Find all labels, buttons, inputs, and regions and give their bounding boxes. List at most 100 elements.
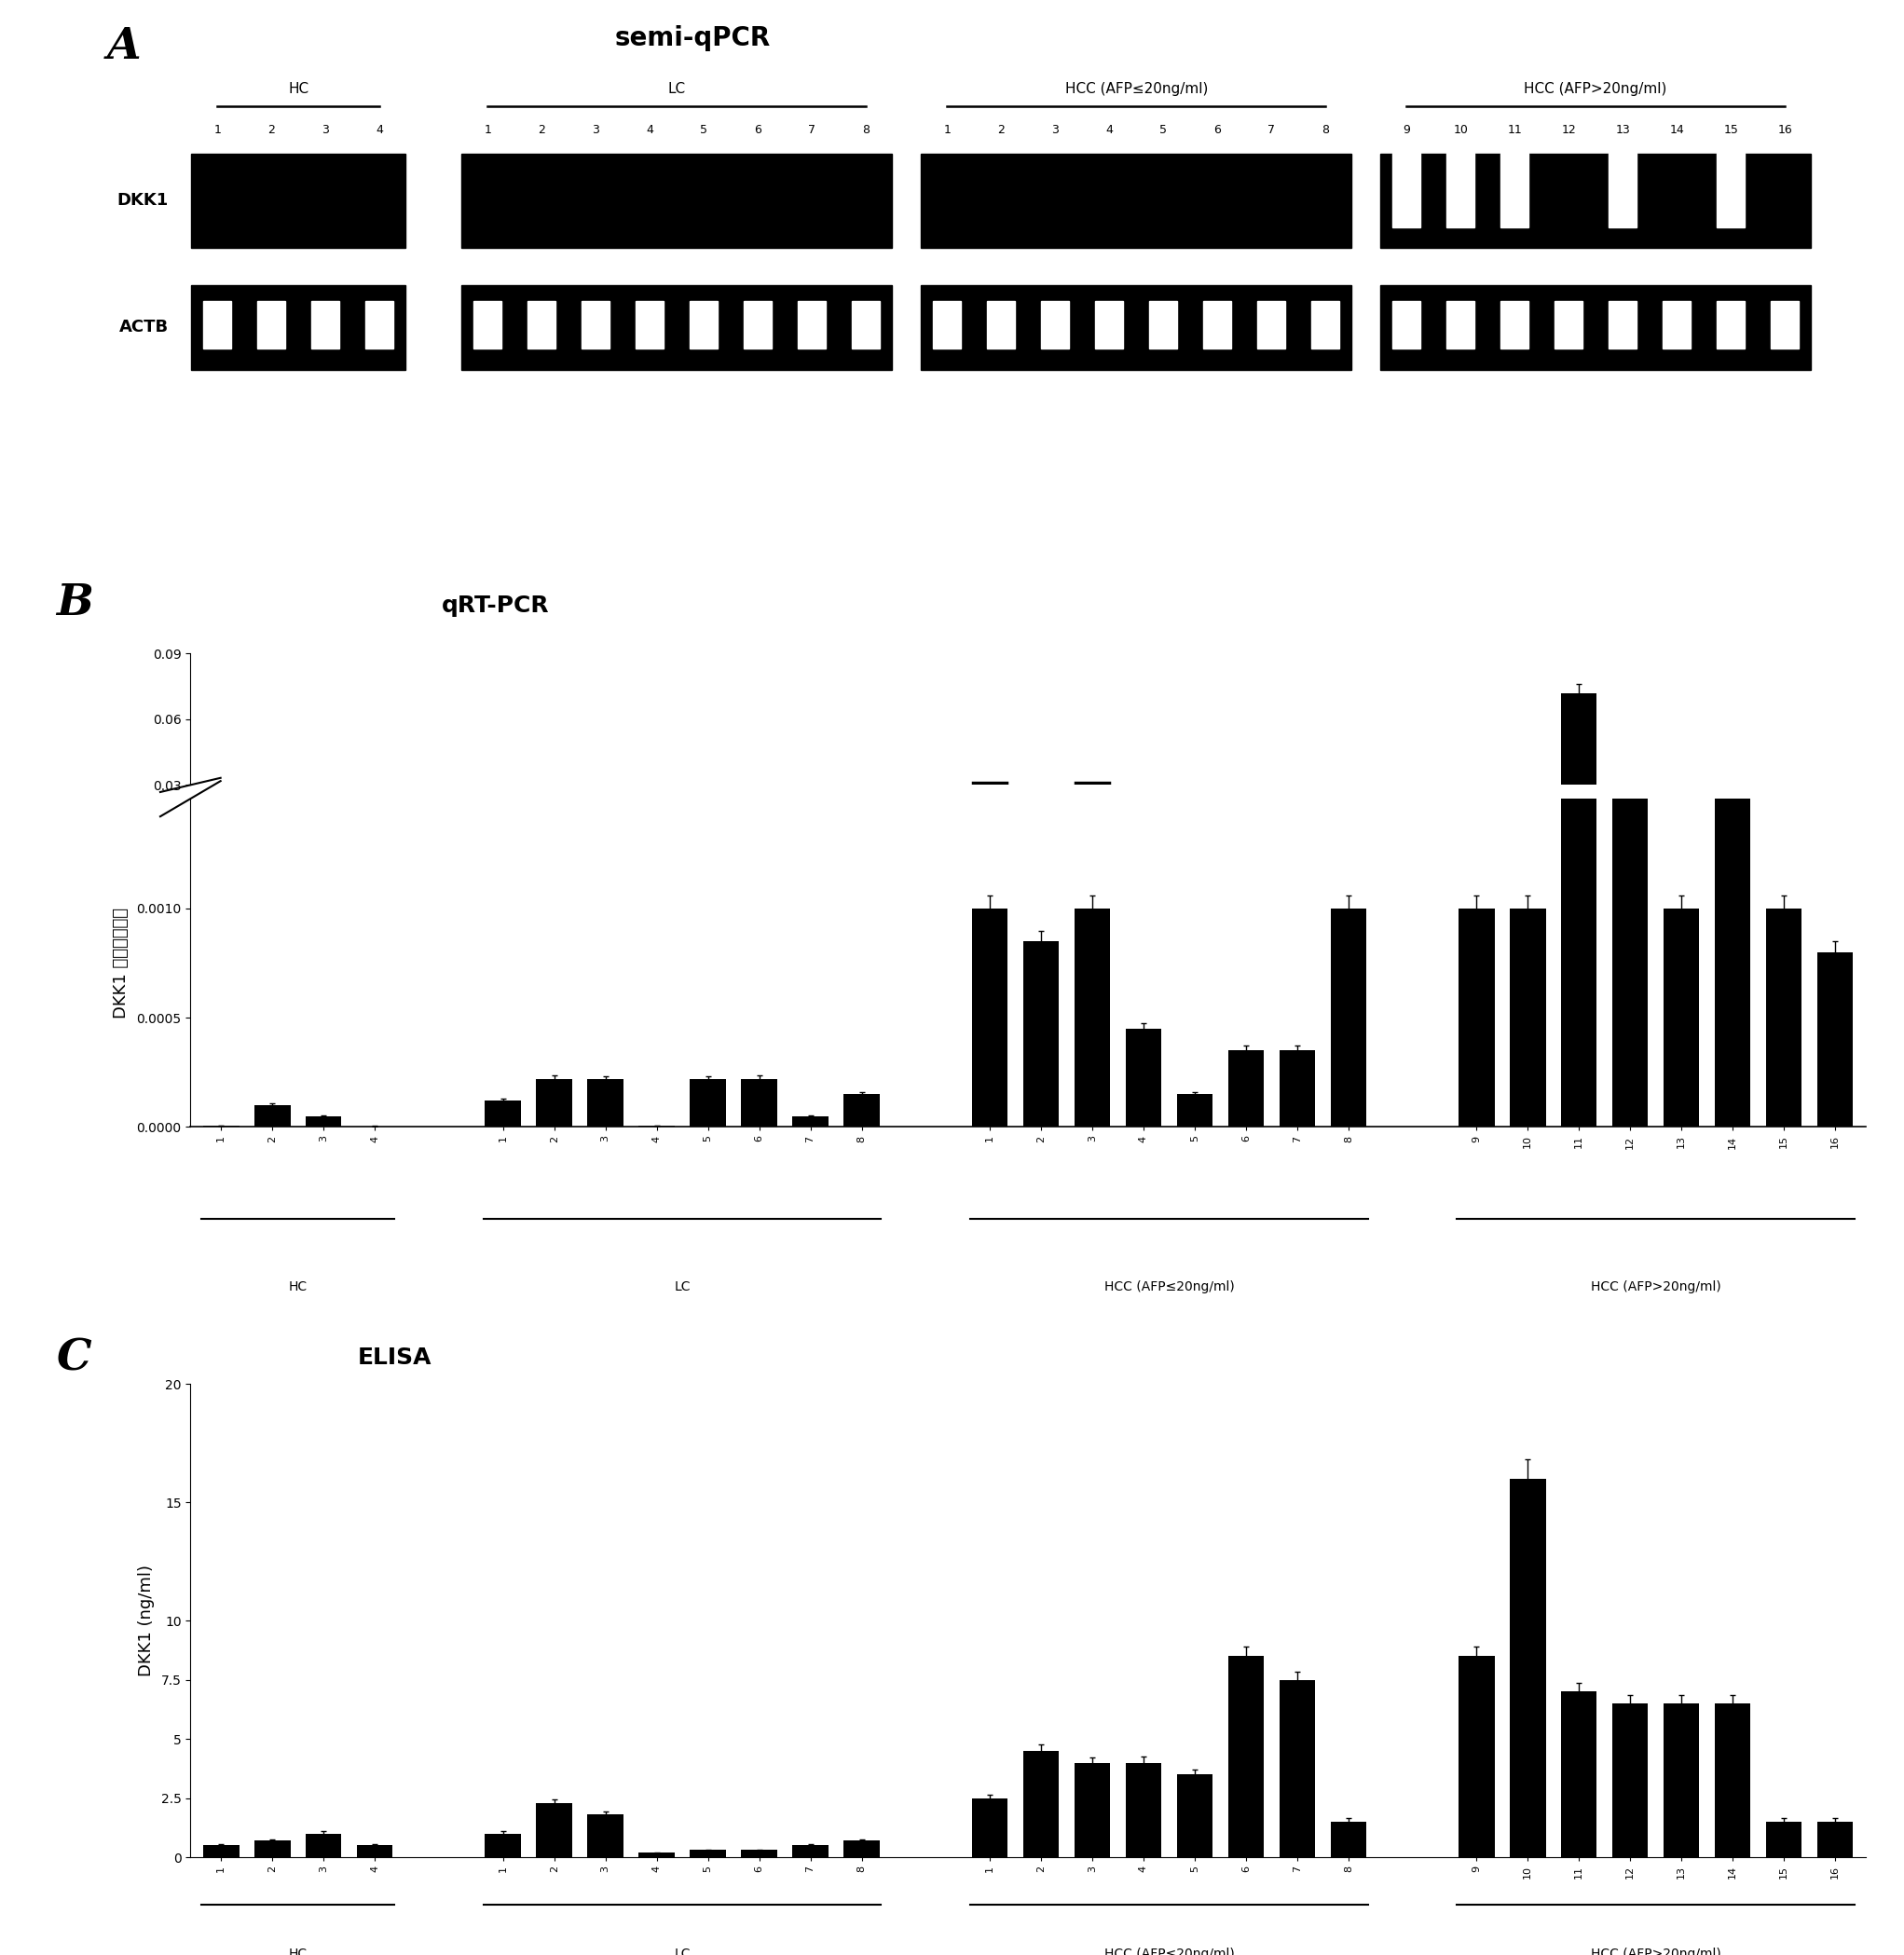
Bar <box>537 1079 571 1126</box>
Text: HCC (AFP>20ng/ml): HCC (AFP>20ng/ml) <box>1590 1281 1721 1292</box>
Text: DKK1: DKK1 <box>118 192 169 209</box>
Text: 4: 4 <box>375 125 383 137</box>
Bar <box>636 301 664 348</box>
Bar <box>741 1849 777 1857</box>
Y-axis label: DKK1 (ng/ml): DKK1 (ng/ml) <box>137 1564 154 1677</box>
Bar <box>204 1846 240 1857</box>
Text: HCC (AFP>20ng/ml): HCC (AFP>20ng/ml) <box>1590 1947 1721 1955</box>
Bar <box>1177 1775 1213 1857</box>
Text: ELISA: ELISA <box>358 1347 432 1368</box>
Bar <box>1771 301 1799 348</box>
Bar <box>1662 301 1691 348</box>
Text: LC: LC <box>668 82 685 96</box>
Bar <box>1500 301 1529 348</box>
Text: 8: 8 <box>863 125 870 137</box>
Text: 3: 3 <box>322 125 329 137</box>
Bar <box>1554 301 1582 348</box>
Bar <box>1664 909 1700 1126</box>
Bar <box>971 909 1007 1126</box>
Text: LC: LC <box>674 1947 691 1955</box>
Bar <box>1022 1752 1059 1857</box>
Bar <box>257 301 286 348</box>
Text: 1: 1 <box>213 125 221 137</box>
Bar <box>1767 1822 1801 1857</box>
Text: semi-qPCR: semi-qPCR <box>615 25 771 51</box>
Bar <box>1613 1703 1649 1857</box>
Bar <box>583 301 609 348</box>
Text: qRT-PCR: qRT-PCR <box>442 594 550 618</box>
Bar <box>1279 1050 1316 1126</box>
Bar <box>1279 1679 1316 1857</box>
Text: HCC (AFP≤20ng/ml): HCC (AFP≤20ng/ml) <box>1064 82 1207 96</box>
Bar <box>1561 694 1597 786</box>
Bar <box>537 1803 571 1857</box>
Bar <box>1074 909 1110 1126</box>
Bar <box>1392 152 1420 227</box>
Bar <box>843 1095 880 1126</box>
Text: 5: 5 <box>701 125 708 137</box>
Bar <box>1510 1478 1546 1857</box>
Text: 14: 14 <box>1670 125 1683 137</box>
Text: 4: 4 <box>645 125 653 137</box>
Bar <box>741 1079 777 1126</box>
Bar <box>933 301 962 348</box>
Text: B: B <box>57 581 93 624</box>
Bar <box>1257 301 1285 348</box>
Bar <box>366 301 394 348</box>
Bar <box>971 1799 1007 1857</box>
Bar <box>1609 152 1637 227</box>
Bar <box>1228 1656 1264 1857</box>
Bar <box>1609 301 1637 348</box>
Bar <box>1458 1656 1495 1857</box>
Text: HCC (AFP≤20ng/ml): HCC (AFP≤20ng/ml) <box>1104 1947 1234 1955</box>
Text: HC: HC <box>289 1947 307 1955</box>
Text: HC: HC <box>288 82 308 96</box>
Bar <box>1228 1050 1264 1126</box>
Bar <box>1074 1763 1110 1857</box>
Bar <box>792 1116 828 1126</box>
Bar <box>255 1105 289 1126</box>
Text: 2: 2 <box>998 125 1005 137</box>
Bar <box>307 1834 341 1857</box>
Bar <box>986 301 1015 348</box>
Text: LC: LC <box>674 1281 691 1292</box>
Text: 16: 16 <box>1778 125 1792 137</box>
Bar <box>463 152 891 248</box>
Bar <box>486 1101 522 1126</box>
Bar <box>1312 301 1340 348</box>
Text: 7: 7 <box>1268 125 1276 137</box>
Bar <box>1500 152 1529 227</box>
Text: 15: 15 <box>1723 125 1738 137</box>
Bar <box>1613 800 1649 1126</box>
Bar <box>1816 1822 1853 1857</box>
Text: 10: 10 <box>1453 125 1468 137</box>
Text: 3: 3 <box>1051 125 1059 137</box>
Bar <box>1150 301 1177 348</box>
Text: 9: 9 <box>1403 125 1411 137</box>
Bar <box>1458 909 1495 1126</box>
Bar <box>1380 285 1811 369</box>
Bar <box>1041 301 1070 348</box>
Bar <box>1095 301 1123 348</box>
Text: HCC (AFP>20ng/ml): HCC (AFP>20ng/ml) <box>1525 82 1668 96</box>
Text: 1: 1 <box>484 125 491 137</box>
Bar <box>689 301 718 348</box>
Bar <box>1816 952 1853 1126</box>
Bar <box>1022 940 1059 1126</box>
Bar <box>1561 800 1597 1126</box>
Bar <box>588 1079 623 1126</box>
Bar <box>689 1079 725 1126</box>
Text: 12: 12 <box>1561 125 1577 137</box>
Bar <box>1203 301 1232 348</box>
Bar <box>851 301 880 348</box>
Text: 2: 2 <box>268 125 276 137</box>
Bar <box>744 301 771 348</box>
Bar <box>1717 152 1744 227</box>
Text: HCC (AFP≤20ng/ml): HCC (AFP≤20ng/ml) <box>1104 1281 1234 1292</box>
Bar <box>204 301 232 348</box>
Bar <box>192 152 406 248</box>
Bar <box>255 1842 289 1857</box>
Bar <box>843 1842 880 1857</box>
Bar <box>1331 1822 1367 1857</box>
Bar <box>474 301 503 348</box>
